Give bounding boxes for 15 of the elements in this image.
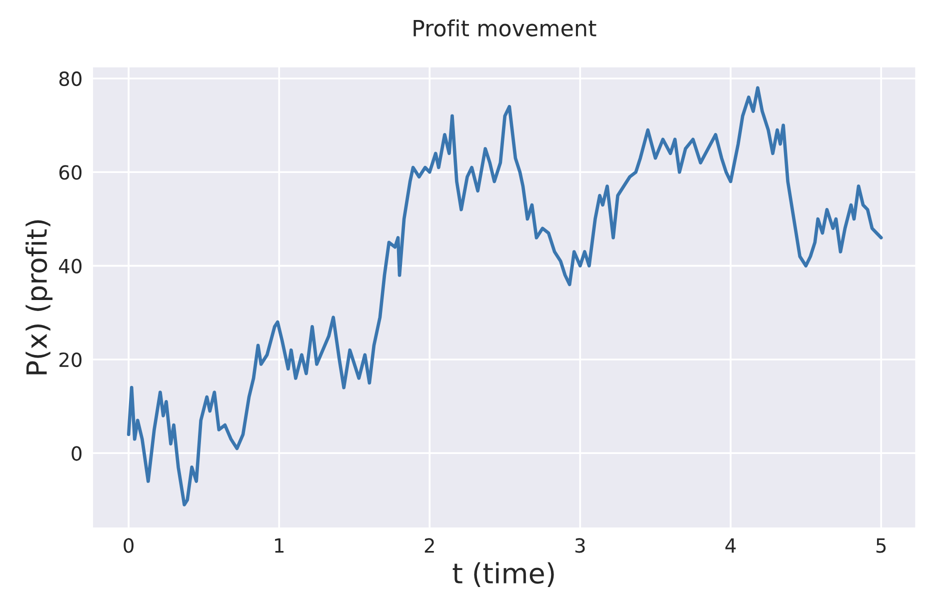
y-tick-label: 60	[59, 165, 82, 180]
y-tick-label: 40	[58, 258, 82, 274]
x-tick-label: 3	[575, 538, 585, 553]
x-tick-label: 0	[124, 538, 134, 553]
x-tick-label: 4	[725, 538, 736, 553]
y-axis-title: P(x) (profit)	[26, 220, 52, 374]
x-tick-label: 2	[424, 538, 434, 553]
x-tick-label: 1	[275, 538, 284, 553]
line-series	[126, 86, 883, 506]
y-tick-label: 80	[59, 71, 82, 86]
chart-title: Profit movement	[414, 19, 596, 37]
x-tick-label: 5	[876, 538, 886, 553]
x-axis-title: t (time)	[452, 562, 554, 587]
y-tick-label: 20	[59, 352, 82, 368]
y-tick-label: 0	[72, 446, 82, 461]
